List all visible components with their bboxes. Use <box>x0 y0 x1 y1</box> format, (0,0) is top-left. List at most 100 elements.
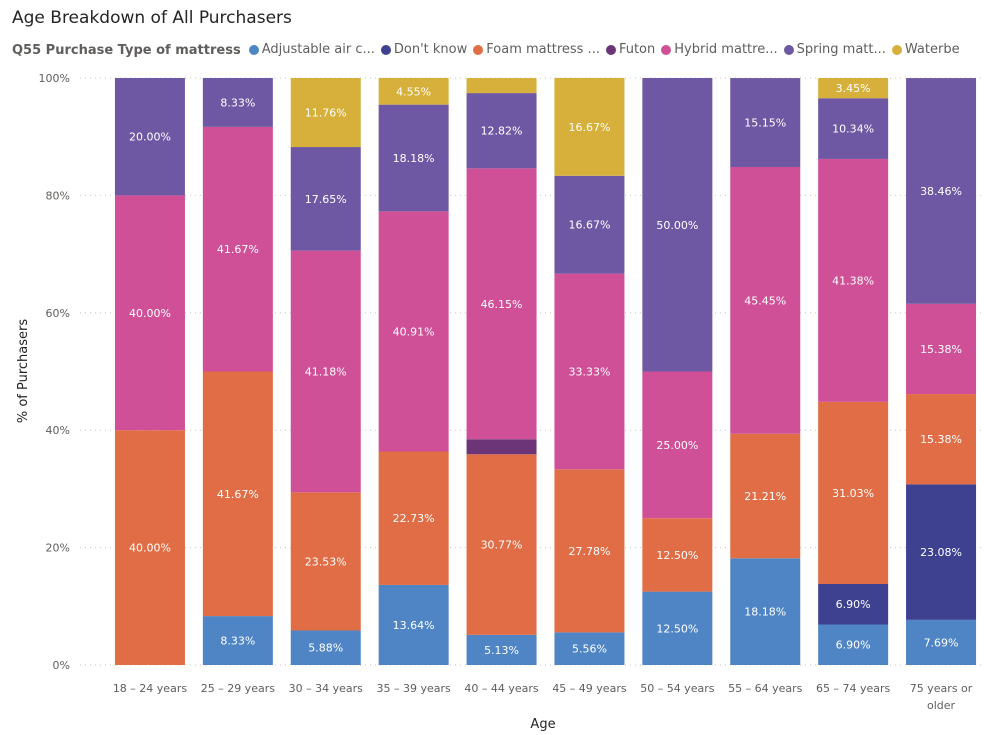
bar-segment[interactable] <box>290 250 361 493</box>
data-label: 13.64% <box>393 619 435 632</box>
bar-segment[interactable] <box>378 104 449 212</box>
data-label: 5.88% <box>308 642 343 655</box>
data-label: 31.03% <box>832 487 874 500</box>
data-label: 25.00% <box>656 439 698 452</box>
data-label: 41.67% <box>217 243 259 256</box>
bar-segment[interactable] <box>114 430 185 665</box>
bar-segment[interactable] <box>818 158 889 402</box>
data-label: 15.38% <box>920 433 962 446</box>
data-label: 23.53% <box>305 555 347 568</box>
x-tick-label: 40 – 44 years <box>464 682 539 695</box>
bar-segment[interactable] <box>378 584 449 665</box>
bar-segment[interactable] <box>378 211 449 452</box>
bar-segment[interactable] <box>202 78 273 127</box>
data-label: 16.67% <box>568 121 610 134</box>
legend-marker-icon <box>248 44 259 55</box>
bar-segment[interactable] <box>554 469 625 633</box>
legend-item[interactable]: Spring matt... <box>783 42 886 57</box>
x-tick-label: 65 – 74 years <box>816 682 891 695</box>
bar-segment[interactable] <box>202 616 273 665</box>
data-label: 6.90% <box>836 598 871 611</box>
chart-title: Age Breakdown of All Purchasers <box>12 8 292 28</box>
bar-segment[interactable] <box>642 591 713 665</box>
bar-segment[interactable] <box>554 175 625 274</box>
data-label: 12.82% <box>481 125 523 138</box>
bar-segment[interactable] <box>906 78 977 304</box>
bar-segment[interactable] <box>554 77 625 176</box>
bar-segment[interactable] <box>466 439 537 455</box>
legend-item[interactable]: Hybrid mattre... <box>661 42 778 57</box>
bar-segment[interactable] <box>554 632 625 665</box>
legend-label: Waterbe <box>904 42 960 57</box>
bar-segment[interactable] <box>290 78 361 148</box>
data-label: 16.67% <box>568 219 610 232</box>
bar-segment[interactable] <box>906 303 977 395</box>
data-label: 41.38% <box>832 274 874 287</box>
x-axis-title: Age <box>530 717 555 732</box>
data-label: 40.00% <box>129 307 171 320</box>
bar-segment[interactable] <box>818 401 889 584</box>
data-label: 8.33% <box>220 96 255 109</box>
data-label: 6.90% <box>836 639 871 652</box>
data-label: 8.33% <box>220 635 255 648</box>
bar-segment[interactable] <box>642 518 713 592</box>
bar-segment[interactable] <box>818 583 889 625</box>
data-label: 7.69% <box>924 636 959 649</box>
data-label: 5.13% <box>484 644 519 657</box>
y-axis-title: % of Purchasers <box>16 319 31 424</box>
data-label: 11.76% <box>305 107 347 120</box>
legend-item[interactable]: Waterbe <box>891 42 960 57</box>
bar-segment[interactable] <box>466 78 537 94</box>
bar-segment[interactable] <box>730 558 801 665</box>
legend-marker-icon <box>783 44 794 55</box>
bar-segment[interactable] <box>114 195 185 431</box>
bar-segment[interactable] <box>290 492 361 631</box>
data-label: 5.56% <box>572 643 607 656</box>
bar-segment[interactable] <box>466 93 537 169</box>
bar-segment[interactable] <box>642 371 713 519</box>
y-tick-label: 0% <box>53 659 70 672</box>
legend-item[interactable]: Adjustable air c... <box>248 42 375 57</box>
legend-label: Spring matt... <box>796 42 886 57</box>
bar-segment[interactable] <box>730 433 801 559</box>
bar-segment[interactable] <box>818 624 889 665</box>
data-label: 41.67% <box>217 488 259 501</box>
bar-segment[interactable] <box>906 619 977 665</box>
bar-segment[interactable] <box>554 273 625 470</box>
bar-segment[interactable] <box>466 168 537 440</box>
data-label: 27.78% <box>568 545 610 558</box>
y-tick-label: 60% <box>46 307 70 320</box>
legend-label: Futon <box>618 42 656 57</box>
data-label: 40.00% <box>129 542 171 555</box>
x-tick-label: 35 – 39 years <box>377 682 452 695</box>
bar-segment[interactable] <box>730 166 801 434</box>
legend-title: Q55 Purchase Type of mattress <box>12 42 241 58</box>
bar-segment[interactable] <box>290 147 361 251</box>
legend-item[interactable]: Futon <box>605 42 656 57</box>
bar-segment[interactable] <box>642 78 713 372</box>
x-tick-label: 25 – 29 years <box>201 682 276 695</box>
bar-segment[interactable] <box>114 78 185 196</box>
bar-segment[interactable] <box>466 634 537 665</box>
data-label: 18.18% <box>393 152 435 165</box>
bar-segment[interactable] <box>466 454 537 635</box>
bar-segment[interactable] <box>290 630 361 665</box>
bar-segment[interactable] <box>906 484 977 620</box>
legend-label: Foam mattress ... <box>486 42 600 57</box>
bar-segment[interactable] <box>818 78 889 99</box>
bar-segment[interactable] <box>202 126 273 372</box>
legend-marker-icon <box>605 44 616 55</box>
bar-segment[interactable] <box>378 451 449 585</box>
x-tick-label: 75 years or older <box>910 682 973 712</box>
bar-segment[interactable] <box>202 371 273 617</box>
bar-segment[interactable] <box>818 98 889 159</box>
data-label: 41.18% <box>305 366 347 379</box>
bar-segment[interactable] <box>378 77 449 105</box>
bar-segment[interactable] <box>730 78 801 167</box>
bar-segment[interactable] <box>906 394 977 485</box>
legend-item[interactable]: Foam mattress ... <box>473 42 600 57</box>
legend-marker-icon <box>380 44 391 55</box>
data-label: 30.77% <box>481 539 523 552</box>
legend-item[interactable]: Don't know <box>380 42 467 57</box>
